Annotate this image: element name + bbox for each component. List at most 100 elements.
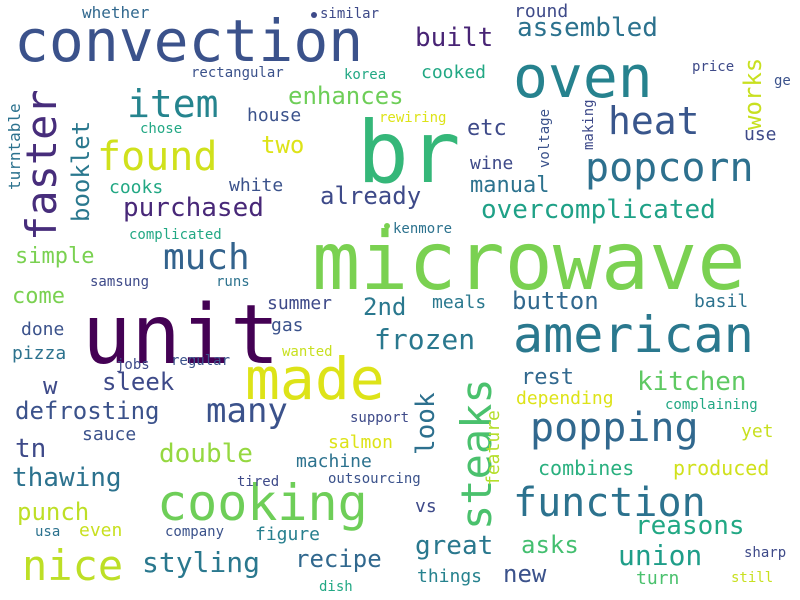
word-samsung: samsung [90,274,150,290]
word-making: making [581,99,597,150]
word-combines: combines [538,456,635,480]
word-popcorn: popcorn [585,145,754,191]
word-union: union [618,539,703,572]
word-2nd: 2nd [363,293,407,321]
word-korea: korea [344,67,387,83]
word-faster: faster [17,89,66,241]
word-american: american [513,306,754,364]
word-yet: yet [741,421,774,442]
word-manual: manual [470,173,550,198]
word-still: still [731,570,774,586]
word-dish: dish [319,579,353,595]
word-summer: summer [267,293,333,314]
word-jobs: jobs [116,357,150,373]
word-two: two [261,131,305,159]
word-house: house [247,105,302,126]
word-great: great [415,531,494,561]
word-simple: simple [15,244,95,269]
word-feature: feature [483,410,504,486]
word-item: item [127,82,219,126]
word-sleek: sleek [102,368,175,396]
word-asks: asks [521,531,579,559]
word-tired: tired [237,474,280,490]
word-thawing: thawing [12,463,122,493]
word-vs: vs [415,496,437,517]
word-runs: runs [216,274,250,290]
word-overcomplicated: overcomplicated [481,195,716,225]
word-much: much [163,237,250,278]
word-outsourcing: outsourcing [328,471,421,487]
word-heat: heat [608,99,700,143]
word-wine: wine [470,153,514,174]
word-styling: styling [142,546,261,579]
word-support: support [350,410,410,426]
word-function: function [513,480,706,526]
word-even: even [79,520,123,541]
word-already: already [320,182,422,210]
word-rectangular: rectangular [191,65,284,81]
word-depending: depending [516,388,614,409]
word-turn: turn [636,568,680,589]
word-popping: popping [530,405,699,451]
word-figure: figure [255,524,321,545]
word-oven: oven [513,43,653,111]
word-unit: unit [82,288,280,383]
word-frozen: frozen [374,323,476,356]
word-tn: tn [15,434,47,464]
word-many: many [206,391,288,431]
word-etc: etc [467,116,507,141]
word-purchased: purchased [123,193,264,223]
word-meals: meals [432,292,487,313]
word-white: white [229,175,284,196]
word-gas: gas [271,315,304,336]
word-done: done [21,319,65,340]
word-produced: produced [673,456,770,480]
dot-mark [384,223,390,229]
word-whether: whether [82,3,150,22]
word-works: works [739,57,767,130]
word-built: built [415,23,494,53]
word-defrosting: defrosting [15,397,160,425]
word-complicated: complicated [129,227,222,243]
word-machine: machine [296,451,372,472]
word-rewiring: rewiring [379,110,447,126]
word-convection: convection [14,7,364,75]
word-things: things [417,566,483,587]
word-made: made [245,345,385,413]
dot-mark [311,12,317,18]
word-found: found [97,134,218,180]
word-button: button [512,287,599,315]
word-pizza: pizza [12,343,67,364]
word-chose: chose [140,121,183,137]
word-double: double [159,439,253,469]
word-turntable: turntable [5,103,24,190]
word-rest: rest [521,365,574,390]
word-similar: similar [320,6,380,22]
word-cooking: cooking [157,474,368,532]
word-nice: nice [22,541,124,590]
word-usa: usa [35,524,61,540]
word-basil: basil [694,291,749,312]
word-regular: regular [171,353,231,369]
word-look: look [411,392,441,455]
word-w: w [43,372,58,400]
word-microwave: microwave [312,215,746,308]
word-round: round [514,1,569,22]
word-use: use [744,124,777,145]
word-company: company [165,524,225,540]
word-sauce: sauce [82,424,137,445]
word-ge: ge [774,73,791,89]
word-new: new [503,560,547,588]
word-price: price [692,59,735,75]
word-voltage: voltage [537,108,553,168]
word-reasons: reasons [635,511,745,541]
word-enhances: enhances [288,82,404,110]
word-cooks: cooks [109,177,164,198]
word-kitchen: kitchen [637,367,747,397]
word-kenmore: kenmore [393,221,453,237]
word-salmon: salmon [328,432,394,453]
word-complaining: complaining [665,397,758,413]
word-assembled: assembled [517,13,658,43]
word-booklet: booklet [67,120,95,222]
